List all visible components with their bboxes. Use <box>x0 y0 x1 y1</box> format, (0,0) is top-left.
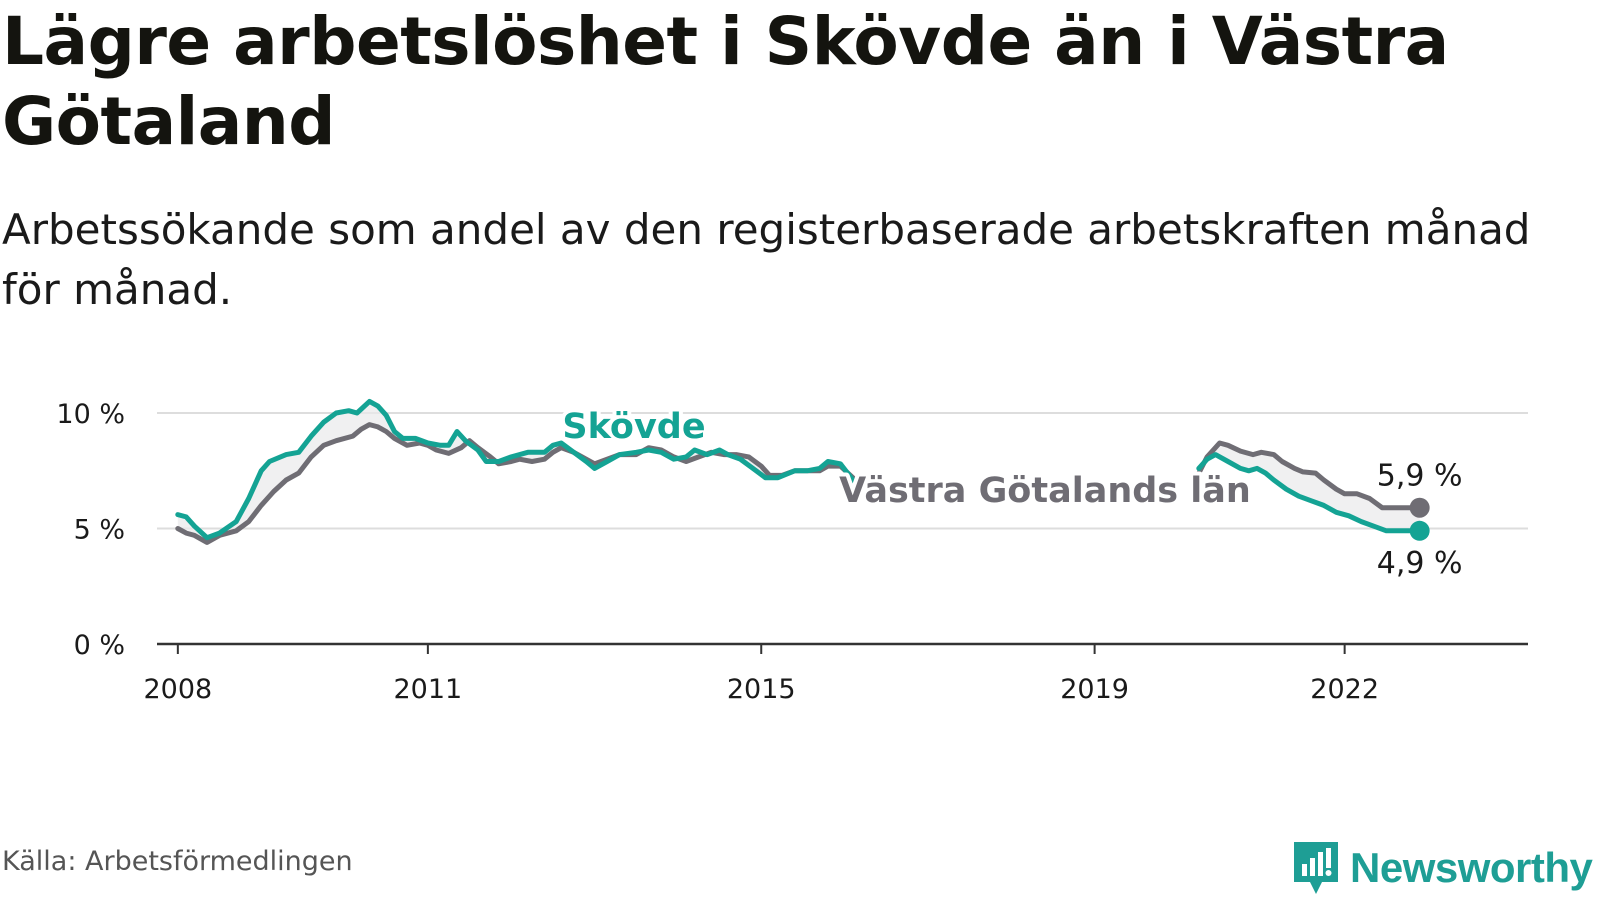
region-end-label: 5,9 % <box>1377 459 1463 494</box>
region-end-point <box>1409 497 1430 518</box>
x-tick-label: 2019 <box>1060 674 1129 705</box>
y-tick-label: 5 % <box>74 515 125 546</box>
newsworthy-logo-icon <box>1294 842 1338 894</box>
x-tick-label: 2022 <box>1310 674 1379 705</box>
series-lines <box>175 398 1430 545</box>
y-axis-ticks: 0 % 5 % 10 % <box>56 399 125 661</box>
series-labels: 5,9 % 4,9 % Skövde Västra Götalands län <box>558 403 1463 581</box>
skovde-series-label: Skövde <box>562 407 705 447</box>
gap-band <box>177 401 866 543</box>
gap-band <box>1198 443 1420 531</box>
skovde-line <box>175 398 868 541</box>
y-tick-label: 10 % <box>56 399 125 430</box>
region-series-label: Västra Götalands län <box>839 471 1251 511</box>
x-tick-label: 2015 <box>727 674 796 705</box>
x-tick-label: 2011 <box>394 674 463 705</box>
x-axis-ticks: 2008 2011 2015 2019 2022 <box>143 644 1379 705</box>
newsworthy-logo: Newsworthy <box>1292 838 1593 898</box>
chart-subtitle: Arbetssökande som andel av den registerb… <box>2 205 1531 314</box>
skovde-line <box>1196 452 1423 534</box>
x-tick-label: 2008 <box>143 674 212 705</box>
y-tick-label: 0 % <box>74 630 125 661</box>
chart-title: Lägre arbetslöshet i Skövde än i Västra … <box>2 3 1449 160</box>
newsworthy-logo-text: Newsworthy <box>1350 844 1593 891</box>
skovde-end-label: 4,9 % <box>1377 546 1463 581</box>
region-line <box>1196 440 1423 511</box>
region-line <box>175 422 868 545</box>
skovde-end-point <box>1409 520 1430 541</box>
line-chart: 0 % 5 % 10 % 2008 2011 2015 2019 2022 5,9 % 4,9… <box>56 398 1528 705</box>
source-note: Källa: Arbetsförmedlingen <box>2 846 353 877</box>
gridlines <box>157 412 1528 646</box>
